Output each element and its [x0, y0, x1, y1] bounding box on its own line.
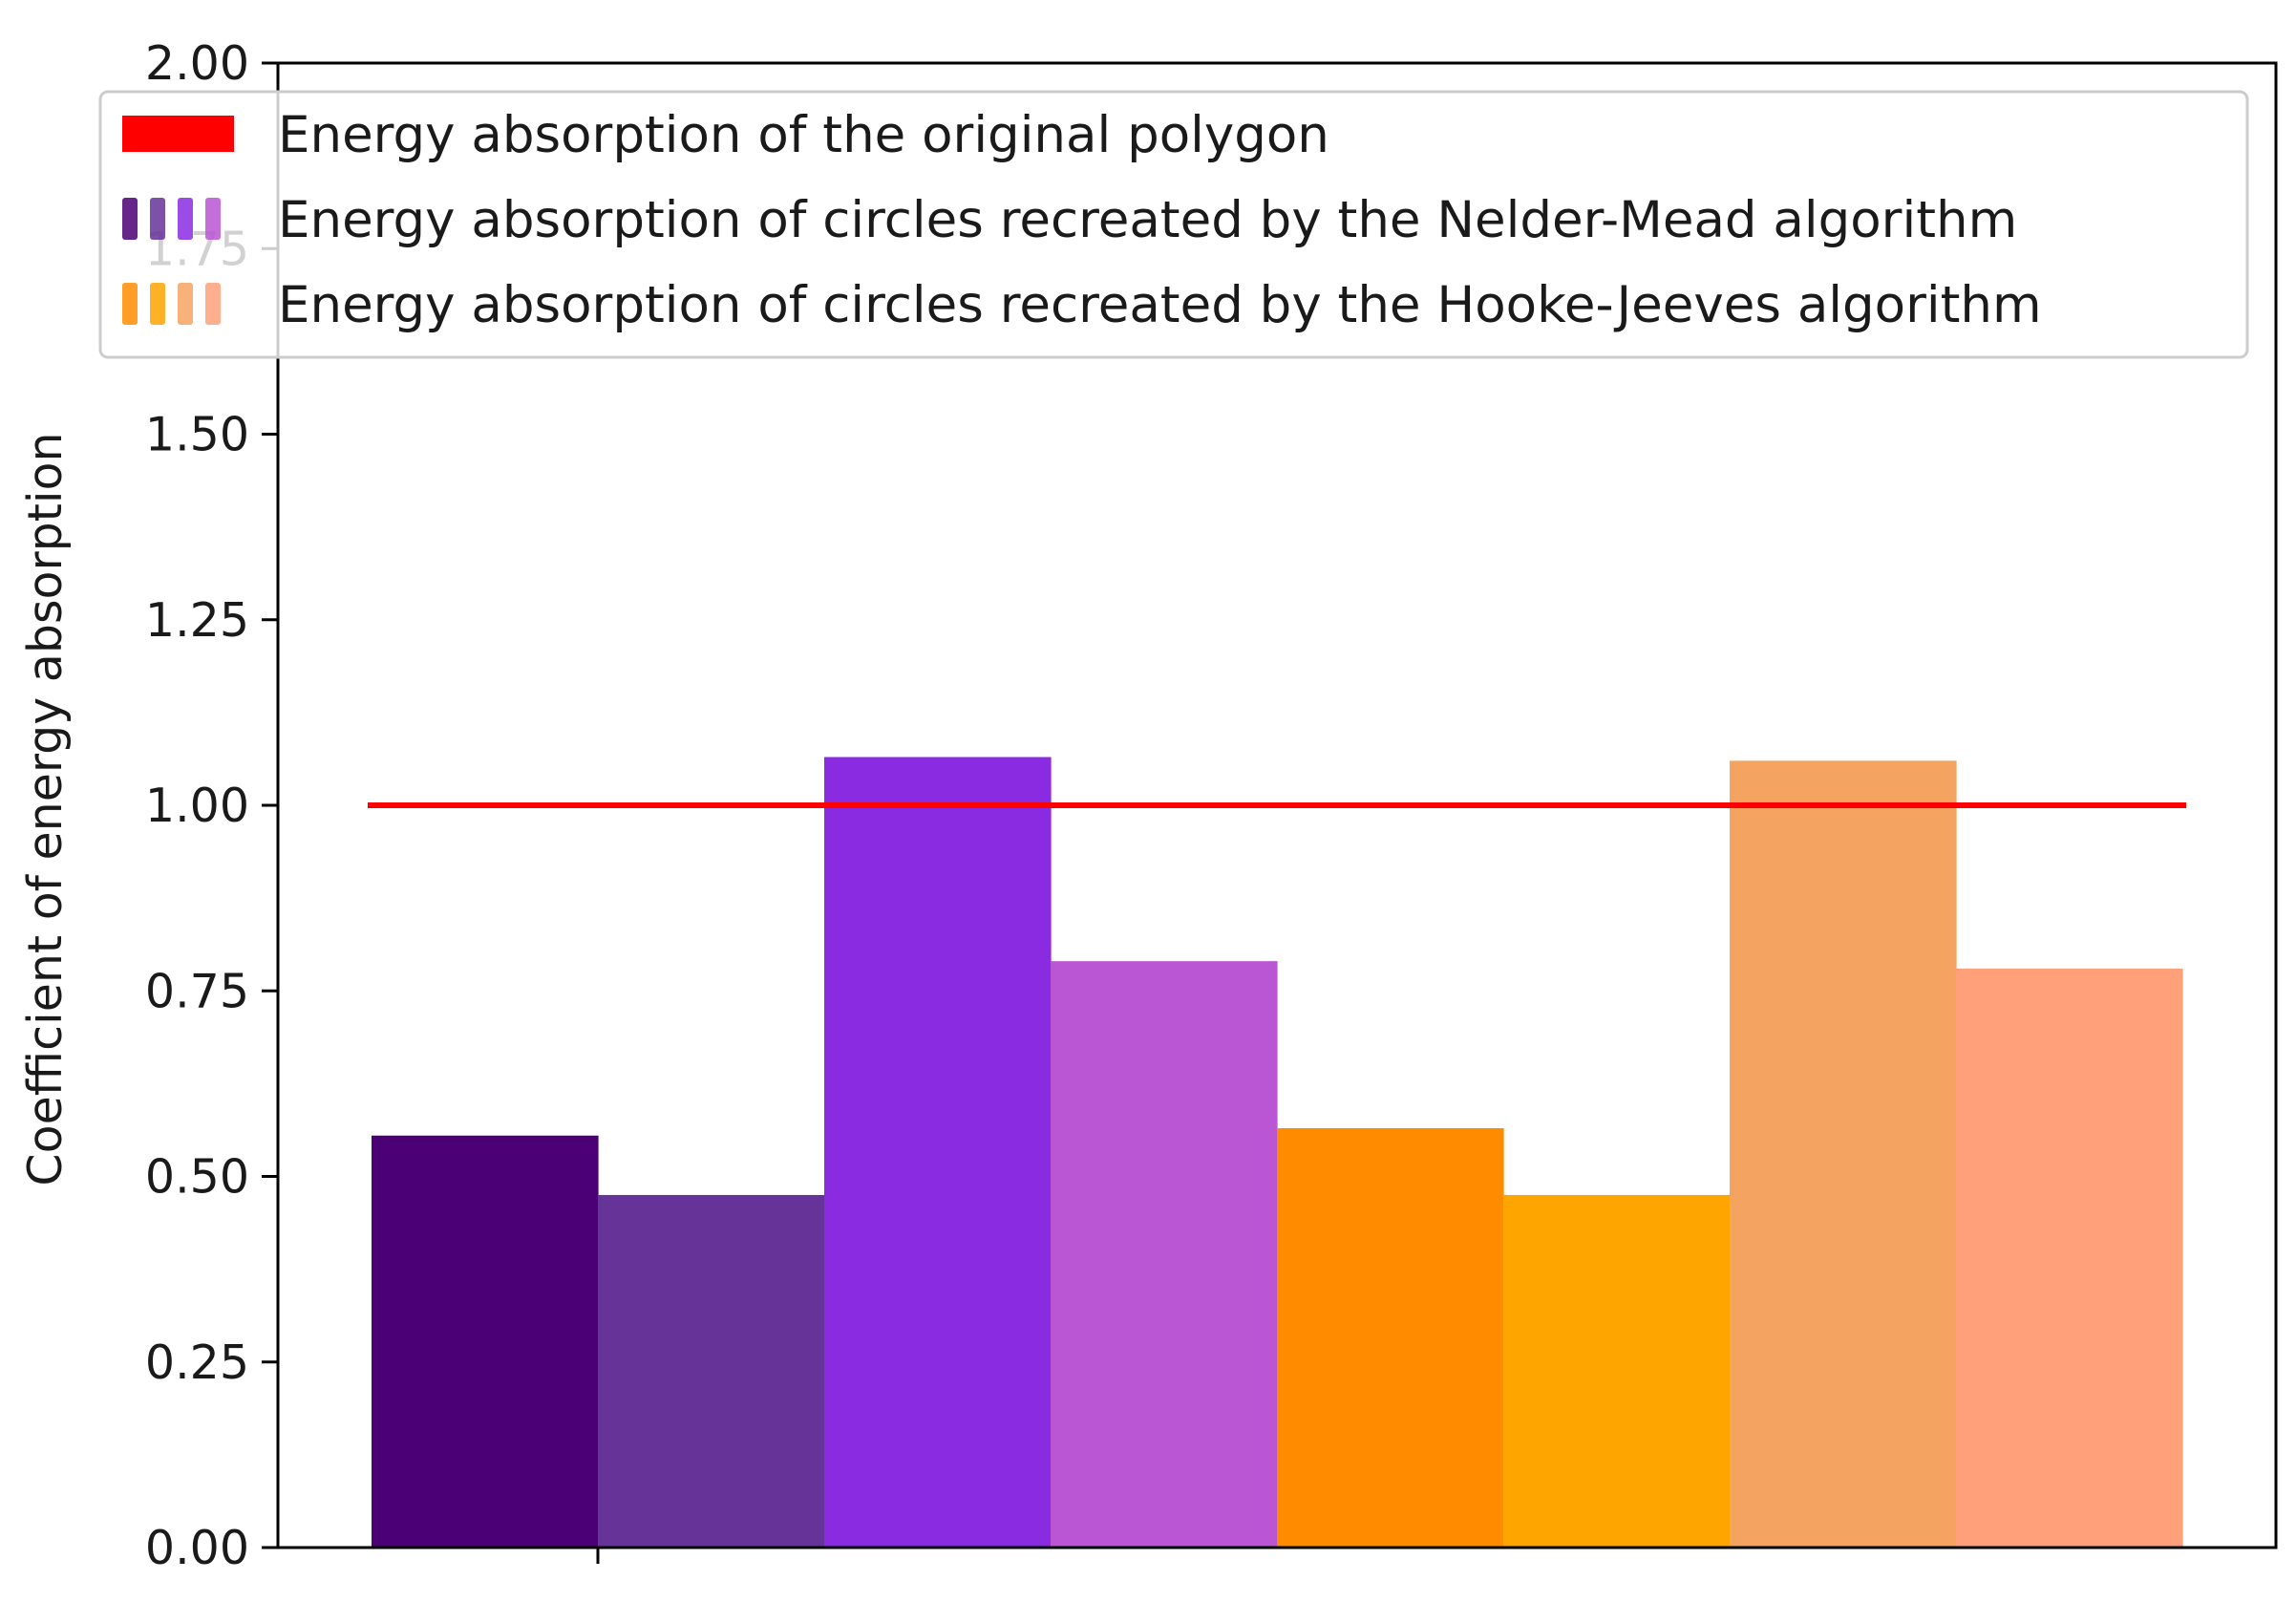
legend-swatch	[122, 198, 138, 240]
legend-swatch	[178, 198, 193, 240]
legend-handle-2	[122, 198, 221, 240]
bar-2	[598, 1194, 825, 1548]
y-tick-label: 0.00	[145, 1521, 249, 1575]
y-tick-label: 0.50	[145, 1150, 249, 1205]
legend-swatch	[150, 283, 165, 325]
legend-swatch	[122, 116, 234, 152]
bar-6	[1503, 1194, 1731, 1548]
legend-label-3: Energy absorption of circles recreated b…	[278, 276, 2042, 334]
legend-swatch	[205, 283, 221, 325]
y-tick-label: 1.25	[145, 593, 249, 648]
y-axis-ticks: 0.000.250.500.751.001.251.501.752.00	[145, 36, 278, 1575]
legend-box	[98, 90, 2249, 359]
legend-swatch	[150, 198, 165, 240]
legend-label-1: Energy absorption of the original polygo…	[278, 106, 1329, 164]
bar-4	[1051, 961, 1278, 1548]
legend-handle-3	[122, 283, 221, 325]
bar-8	[1956, 968, 2183, 1548]
legend: Energy absorption of the original polygo…	[98, 90, 2249, 359]
bar-7	[1730, 760, 1957, 1548]
bar-1	[372, 1135, 599, 1548]
y-tick-label: 2.00	[145, 36, 249, 91]
legend-swatch	[122, 283, 138, 325]
bar-3	[824, 757, 1052, 1548]
y-axis-label: Coefficient of energy absorption	[18, 432, 73, 1185]
y-tick-label: 0.25	[145, 1335, 249, 1390]
y-tick-label: 0.75	[145, 964, 249, 1018]
legend-swatch	[205, 198, 221, 240]
legend-handle-1	[122, 116, 234, 152]
legend-swatch	[178, 283, 193, 325]
legend-label-2: Energy absorption of circles recreated b…	[278, 191, 2017, 249]
bars	[372, 757, 2183, 1548]
y-tick-label: 1.00	[145, 779, 249, 833]
y-tick-label: 1.50	[145, 408, 249, 462]
bar-5	[1277, 1127, 1504, 1548]
